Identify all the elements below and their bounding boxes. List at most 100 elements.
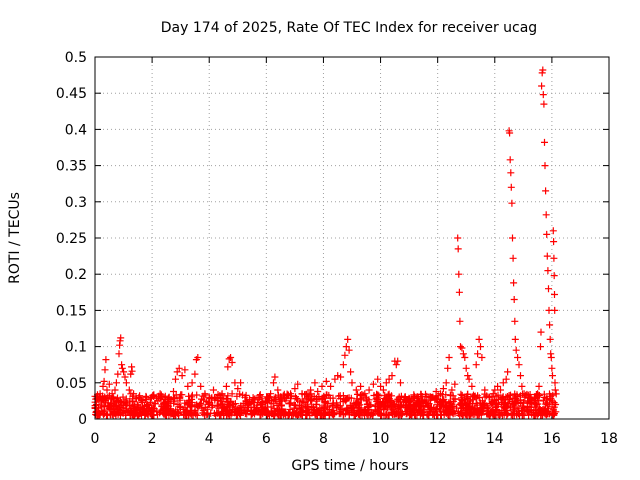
data-point xyxy=(344,335,352,343)
baseline-point xyxy=(330,399,337,407)
data-point xyxy=(92,401,100,408)
baseline-point xyxy=(276,393,284,401)
baseline-point xyxy=(270,395,278,403)
data-point xyxy=(339,361,347,369)
data-point xyxy=(357,382,365,390)
baseline-point xyxy=(373,390,381,398)
baseline-point xyxy=(552,408,560,416)
data-point xyxy=(494,382,502,390)
baseline-point xyxy=(354,399,362,407)
data-point xyxy=(517,372,524,380)
data-point xyxy=(388,372,396,380)
baseline-point xyxy=(122,395,130,403)
baseline-point xyxy=(449,402,456,410)
data-point xyxy=(528,399,536,407)
data-point xyxy=(94,404,102,412)
baseline-point xyxy=(388,392,395,400)
baseline-point xyxy=(200,396,208,404)
data-point xyxy=(445,354,453,361)
data-point xyxy=(535,382,543,390)
data-point xyxy=(455,270,463,278)
baseline-point xyxy=(148,405,156,413)
baseline-point xyxy=(144,410,152,418)
baseline-point xyxy=(500,401,508,409)
baseline-point xyxy=(533,401,541,409)
baseline-point xyxy=(552,390,560,398)
baseline-point xyxy=(201,411,208,419)
data-point xyxy=(552,401,560,408)
data-point xyxy=(342,343,350,351)
data-points xyxy=(92,66,560,412)
data-point xyxy=(394,357,402,365)
baseline-point xyxy=(113,396,121,404)
data-point xyxy=(524,397,532,405)
baseline-point xyxy=(259,405,266,413)
data-point xyxy=(341,351,349,359)
baseline-point xyxy=(384,391,392,399)
baseline-point xyxy=(481,400,489,408)
baseline-point xyxy=(391,400,399,408)
data-point xyxy=(125,386,133,394)
data-point xyxy=(121,373,129,381)
baseline-point xyxy=(165,402,173,410)
baseline-point xyxy=(534,400,542,408)
data-point xyxy=(361,390,369,398)
y-tick-label: 0.3 xyxy=(65,195,87,211)
data-point xyxy=(197,382,205,390)
data-point xyxy=(170,388,177,395)
data-point xyxy=(382,379,390,387)
data-point xyxy=(262,397,270,405)
baseline-point xyxy=(310,392,318,400)
baseline-point xyxy=(322,398,330,406)
data-point xyxy=(502,375,510,383)
data-point xyxy=(184,382,192,390)
data-point xyxy=(291,385,299,393)
baseline-point xyxy=(358,391,366,398)
data-point xyxy=(101,366,109,374)
data-point xyxy=(507,183,515,191)
chart-title: Day 174 of 2025, Rate Of TEC Index for r… xyxy=(161,20,537,36)
data-point xyxy=(251,395,259,403)
baseline-point xyxy=(501,408,509,416)
baseline-point xyxy=(212,411,220,419)
data-point xyxy=(322,377,330,385)
baseline-point xyxy=(463,393,471,401)
data-point xyxy=(468,382,476,390)
baseline-point xyxy=(308,409,316,417)
data-point xyxy=(172,375,179,383)
baseline-point xyxy=(95,411,103,419)
data-point xyxy=(537,343,544,351)
data-point xyxy=(267,390,275,398)
baseline-point xyxy=(523,407,531,414)
baseline-point xyxy=(161,405,169,413)
x-tick-label: 0 xyxy=(91,431,100,447)
data-point xyxy=(282,393,290,401)
baseline-point xyxy=(203,398,211,405)
y-tick-label: 0.5 xyxy=(65,50,87,66)
baseline-point xyxy=(256,392,264,400)
data-point xyxy=(432,388,440,395)
data-point xyxy=(497,386,504,394)
baseline-point xyxy=(220,395,228,403)
baseline-point xyxy=(191,406,199,414)
data-point xyxy=(472,361,480,369)
baseline-point xyxy=(436,407,444,415)
baseline-point xyxy=(225,410,233,418)
data-point xyxy=(102,356,110,364)
data-point xyxy=(178,372,186,380)
y-tick-label: 0.4 xyxy=(65,122,87,138)
baseline-point xyxy=(243,406,251,414)
baseline-point xyxy=(534,410,542,418)
data-point xyxy=(224,363,232,371)
baseline-point xyxy=(185,392,193,400)
x-tick-label: 4 xyxy=(205,431,214,447)
data-point xyxy=(541,138,548,146)
data-point xyxy=(103,386,111,394)
x-tick-label: 14 xyxy=(486,431,504,447)
data-point xyxy=(437,390,444,398)
data-point xyxy=(154,397,162,405)
data-point xyxy=(150,392,157,400)
data-point xyxy=(549,227,557,235)
baseline-point xyxy=(413,393,421,401)
baseline-point xyxy=(377,411,385,419)
